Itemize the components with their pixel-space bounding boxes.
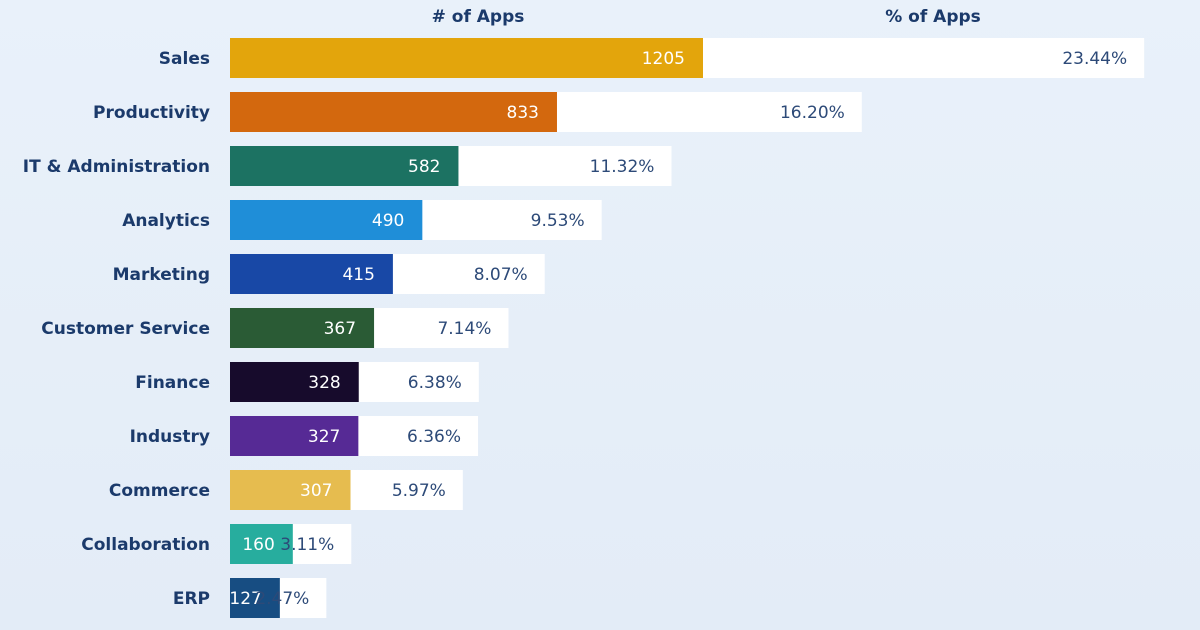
count-value-label: 1205	[642, 49, 685, 69]
count-bar	[230, 470, 351, 510]
category-label: Industry	[130, 427, 210, 447]
count-bar	[230, 416, 359, 456]
percent-value-label: 23.44%	[1062, 49, 1127, 69]
category-label: Customer Service	[41, 319, 210, 339]
category-label: Sales	[159, 49, 210, 69]
percent-value-label: 5.97%	[392, 481, 446, 501]
bar-rows: Sales 1205 23.44% Productivity 833 16.20% IT &…	[23, 38, 1145, 618]
count-bar	[230, 254, 393, 294]
category-label: Marketing	[113, 265, 210, 285]
bar-row: Commerce 307 5.97%	[109, 470, 463, 510]
count-value-label: 415	[342, 265, 374, 285]
count-bar	[230, 38, 703, 78]
percent-value-label: 2.47%	[255, 589, 309, 609]
bar-row: Finance 328 6.38%	[135, 362, 479, 402]
percent-value-label: 6.36%	[407, 427, 461, 447]
count-bar	[230, 524, 293, 564]
bar-row: Analytics 490 9.53%	[122, 200, 602, 240]
percent-value-label: 11.32%	[590, 157, 655, 177]
count-bar	[230, 308, 375, 348]
count-column-header: # of Apps	[432, 7, 525, 27]
category-label: IT & Administration	[23, 157, 210, 177]
bar-row: Customer Service 367 7.14%	[41, 308, 509, 348]
bar-row: Industry 327 6.36%	[130, 416, 479, 456]
category-label: Collaboration	[81, 535, 210, 555]
percent-column-header: % of Apps	[885, 7, 981, 27]
count-bar	[230, 362, 359, 402]
percent-value-label: 16.20%	[780, 103, 845, 123]
count-bar	[230, 92, 557, 132]
count-bar	[230, 200, 423, 240]
count-value-label: 582	[408, 157, 440, 177]
category-label: Finance	[135, 373, 210, 393]
count-value-label: 307	[300, 481, 332, 501]
category-label: Commerce	[109, 481, 210, 501]
bar-row: Sales 1205 23.44%	[159, 38, 1145, 78]
bar-row: Collaboration 160 3.11%	[81, 524, 352, 564]
percent-value-label: 8.07%	[474, 265, 528, 285]
count-bar	[230, 146, 459, 186]
percent-value-label: 7.14%	[437, 319, 491, 339]
percent-value-label: 9.53%	[531, 211, 585, 231]
count-value-label: 160	[242, 535, 274, 555]
category-label: ERP	[173, 589, 210, 609]
bar-row: IT & Administration 582 11.32%	[23, 146, 672, 186]
category-label: Productivity	[93, 103, 210, 123]
bar-row: Productivity 833 16.20%	[93, 92, 862, 132]
count-value-label: 367	[324, 319, 356, 339]
count-value-label: 327	[308, 427, 340, 447]
count-value-label: 127	[229, 589, 261, 609]
count-value-label: 328	[308, 373, 340, 393]
bar-row: Marketing 415 8.07%	[113, 254, 545, 294]
count-value-label: 490	[372, 211, 404, 231]
percent-value-label: 3.11%	[280, 535, 334, 555]
category-label: Analytics	[122, 211, 210, 231]
percent-value-label: 6.38%	[408, 373, 462, 393]
count-value-label: 833	[507, 103, 539, 123]
count-bar	[230, 578, 280, 618]
